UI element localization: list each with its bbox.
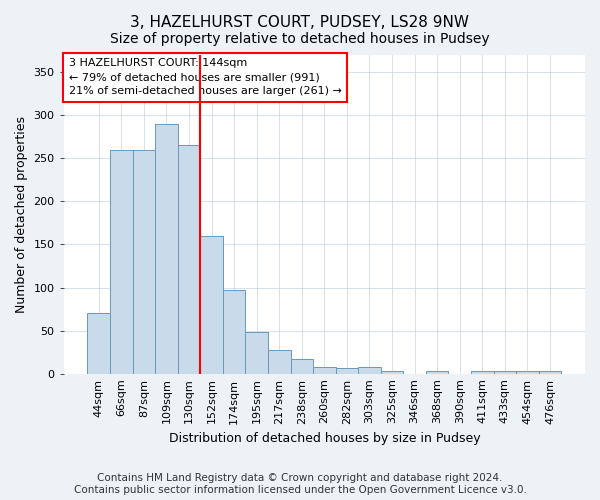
Y-axis label: Number of detached properties: Number of detached properties xyxy=(15,116,28,313)
Bar xyxy=(223,290,245,374)
Bar xyxy=(88,314,110,374)
Bar xyxy=(335,368,358,374)
Bar xyxy=(290,359,313,374)
Bar xyxy=(268,350,290,374)
Bar xyxy=(426,371,448,374)
Bar xyxy=(494,371,516,374)
Bar xyxy=(516,371,539,374)
Text: Contains HM Land Registry data © Crown copyright and database right 2024.
Contai: Contains HM Land Registry data © Crown c… xyxy=(74,474,526,495)
Text: 3, HAZELHURST COURT, PUDSEY, LS28 9NW: 3, HAZELHURST COURT, PUDSEY, LS28 9NW xyxy=(131,15,470,30)
Bar xyxy=(110,150,133,374)
Bar xyxy=(245,332,268,374)
X-axis label: Distribution of detached houses by size in Pudsey: Distribution of detached houses by size … xyxy=(169,432,480,445)
Bar xyxy=(178,146,200,374)
Bar xyxy=(133,150,155,374)
Bar xyxy=(358,367,381,374)
Bar xyxy=(313,367,335,374)
Text: Size of property relative to detached houses in Pudsey: Size of property relative to detached ho… xyxy=(110,32,490,46)
Bar xyxy=(471,371,494,374)
Text: 3 HAZELHURST COURT: 144sqm
← 79% of detached houses are smaller (991)
21% of sem: 3 HAZELHURST COURT: 144sqm ← 79% of deta… xyxy=(69,58,342,96)
Bar xyxy=(155,124,178,374)
Bar xyxy=(539,371,562,374)
Bar xyxy=(200,236,223,374)
Bar xyxy=(381,371,403,374)
